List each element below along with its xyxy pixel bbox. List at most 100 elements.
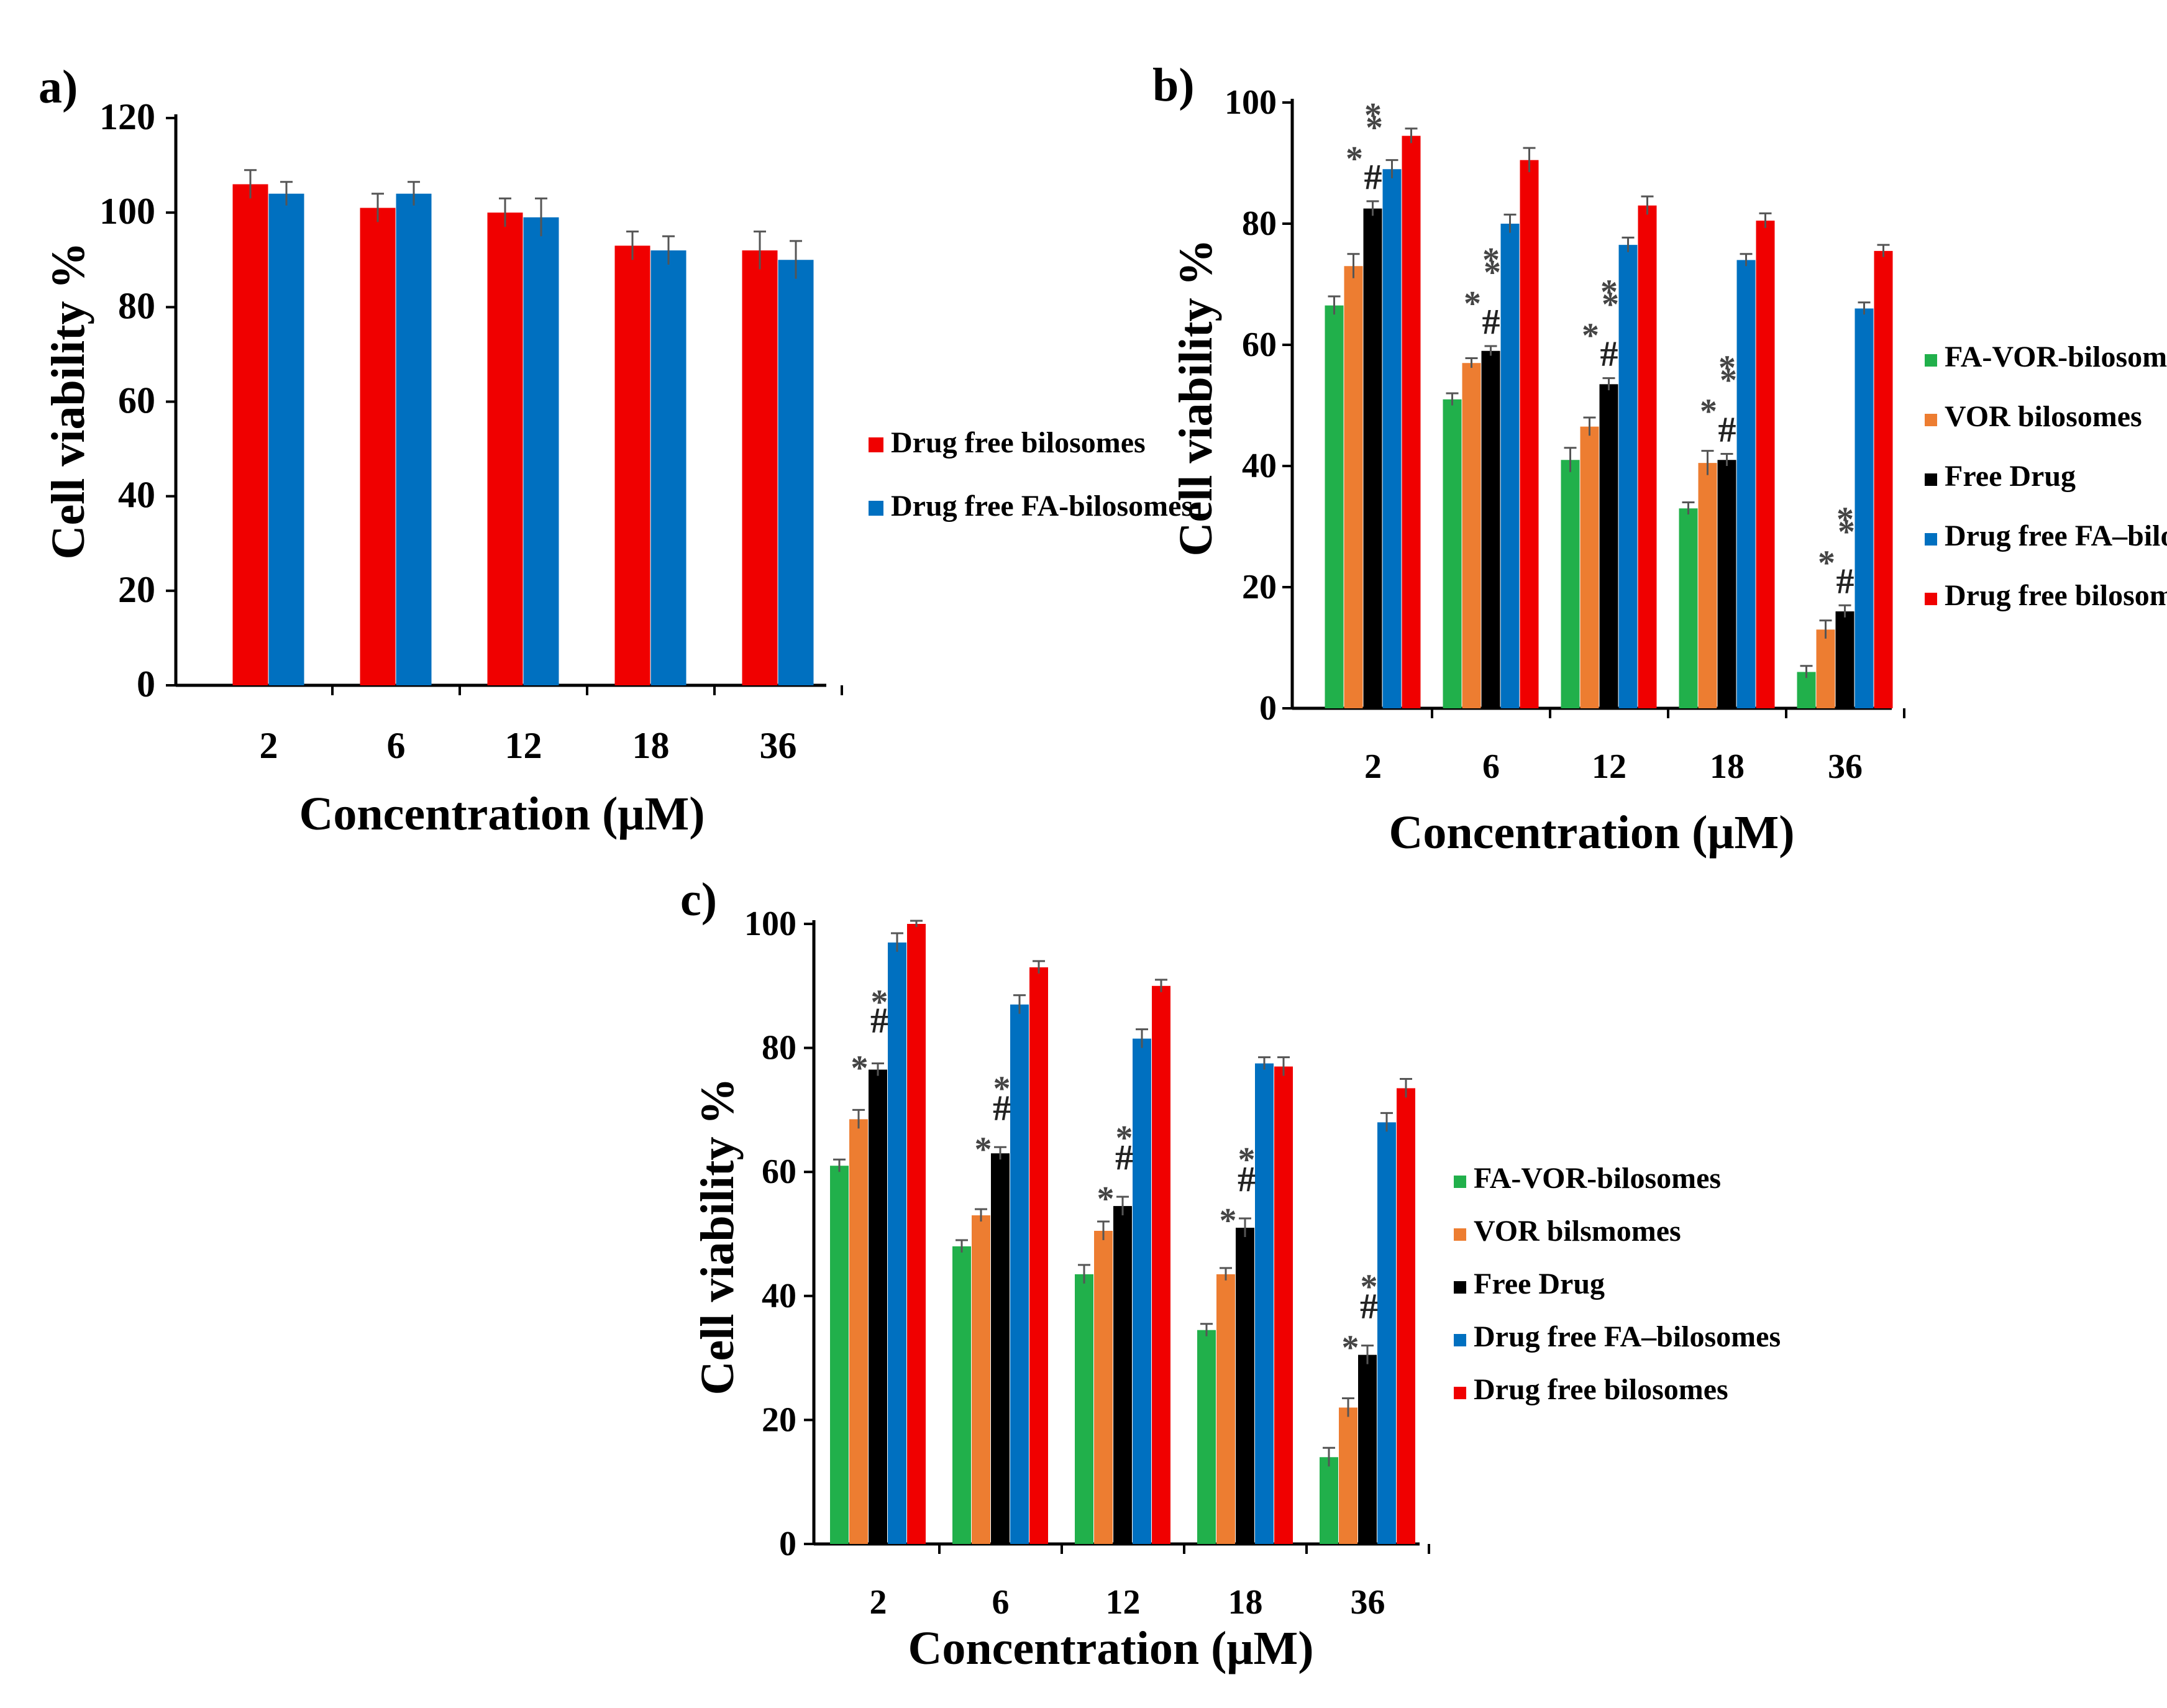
significance-hash: # — [1360, 1286, 1378, 1327]
x-tick-label: 36 — [1351, 1583, 1385, 1622]
bar-orange — [1094, 1231, 1113, 1544]
significance-star: * — [871, 984, 888, 1022]
bar-red — [1274, 1066, 1293, 1544]
legend-swatch-orange — [1925, 414, 1937, 426]
significance-star: * — [1220, 1202, 1237, 1240]
bar-red — [1029, 967, 1048, 1544]
significance-star: * — [1602, 286, 1619, 324]
y-tick-label: 0 — [779, 1525, 796, 1563]
significance-star: * — [1482, 241, 1500, 280]
bar-blue — [1133, 1038, 1151, 1544]
bar-red — [1152, 985, 1170, 1544]
bar-blue — [888, 942, 906, 1544]
y-tick-label: 120 — [99, 96, 155, 137]
legend-swatch-red — [1925, 593, 1937, 605]
y-tick-label: 40 — [118, 475, 155, 516]
bar-black — [1236, 1228, 1254, 1544]
significance-star: * — [1342, 1329, 1359, 1368]
significance-star: * — [1720, 362, 1737, 400]
significance-star: * — [851, 1049, 869, 1088]
y-tick-label: 60 — [1242, 326, 1277, 364]
x-axis-title: Concentration (μM) — [299, 788, 705, 840]
legend-item-label: Drug free FA–bilosomes — [1474, 1320, 1781, 1353]
bar-blue — [778, 260, 814, 685]
panel-label: b) — [1152, 59, 1195, 111]
y-tick-label: 0 — [137, 664, 155, 705]
legend-swatch-red — [869, 437, 883, 452]
bar-black — [869, 1069, 887, 1544]
significance-star: * — [975, 1130, 992, 1169]
bar-red — [907, 924, 926, 1544]
bar-red — [232, 184, 268, 685]
y-tick-label: 100 — [99, 191, 155, 232]
x-tick-label: 18 — [1710, 747, 1745, 786]
bar-black — [1599, 384, 1618, 708]
legend-item-label: Drug free FA-bilosomes — [891, 490, 1193, 523]
y-tick-label: 20 — [1242, 568, 1277, 606]
bar-black — [1717, 460, 1736, 708]
bar-blue — [1736, 260, 1756, 708]
bar-green — [1443, 399, 1462, 708]
bar-red — [1397, 1088, 1415, 1544]
y-tick-label: 20 — [762, 1400, 796, 1439]
significance-star: * — [1818, 544, 1835, 582]
bar-red — [742, 250, 778, 685]
significance-hash: # — [993, 1087, 1011, 1128]
bar-green — [1075, 1274, 1093, 1544]
bar-black — [1835, 611, 1854, 708]
x-tick-label: 2 — [1364, 747, 1382, 786]
y-tick-label: 0 — [1259, 689, 1277, 728]
bar-orange — [1339, 1407, 1357, 1544]
significance-star: * — [1718, 349, 1736, 388]
legend-item-label: Drug free bilosomes — [891, 426, 1146, 459]
bar-blue — [523, 217, 559, 685]
significance-hash: # — [1836, 560, 1854, 601]
significance-star: * — [1484, 253, 1501, 292]
significance-star: * — [1366, 109, 1383, 147]
x-tick-label: 36 — [760, 725, 797, 766]
significance-hash: # — [1482, 301, 1500, 342]
y-tick-label: 100 — [1225, 83, 1277, 122]
x-tick-label: 6 — [1482, 747, 1500, 786]
x-tick-label: 6 — [387, 725, 406, 766]
legend-item-label: VOR bilosomes — [1945, 400, 2142, 433]
bar-black — [1358, 1354, 1377, 1544]
bar-blue — [1382, 169, 1402, 708]
x-tick-label: 18 — [1228, 1583, 1263, 1622]
legend-swatch-blue — [1454, 1334, 1466, 1346]
y-tick-label: 60 — [118, 380, 155, 421]
y-tick-label: 60 — [762, 1153, 796, 1191]
legend-item-label: Drug free bilosomes — [1945, 579, 2167, 612]
significance-star: * — [1346, 140, 1363, 178]
bar-green — [830, 1166, 849, 1544]
bar-green — [1679, 508, 1698, 708]
significance-hash: # — [1238, 1159, 1256, 1199]
significance-star: * — [1238, 1141, 1256, 1179]
legend-item-label: VOR bilsmomes — [1474, 1215, 1681, 1248]
legend-item-label: Free Drug — [1474, 1267, 1605, 1300]
bar-red — [1874, 250, 1893, 708]
bar-blue — [1500, 224, 1520, 708]
bar-orange — [972, 1215, 990, 1544]
bar-blue — [1010, 1004, 1029, 1544]
bar-orange — [1462, 363, 1481, 708]
bar-orange — [1344, 266, 1363, 708]
y-tick-label: 20 — [118, 569, 155, 610]
bar-blue — [1377, 1122, 1396, 1544]
chart-panel-1: a) 0 20 40 60 80 100 120 2 6 12 18 36 Cell viability … — [39, 61, 1193, 840]
bar-green — [952, 1246, 971, 1544]
x-tick-label: 12 — [1106, 1583, 1141, 1622]
significance-hash: # — [1115, 1137, 1133, 1177]
legend-item-label: Free Drug — [1945, 460, 2076, 493]
bar-green — [1325, 305, 1344, 708]
x-tick-label: 6 — [992, 1583, 1010, 1622]
bar-red — [1756, 221, 1775, 708]
significance-star: * — [1600, 273, 1618, 312]
significance-hash: # — [1600, 334, 1618, 374]
bar-blue — [650, 250, 687, 685]
bar-black — [1113, 1206, 1132, 1544]
bar-green — [1561, 460, 1580, 708]
bar-black — [1481, 350, 1500, 708]
y-axis-title: Cell viability % — [691, 1078, 744, 1395]
